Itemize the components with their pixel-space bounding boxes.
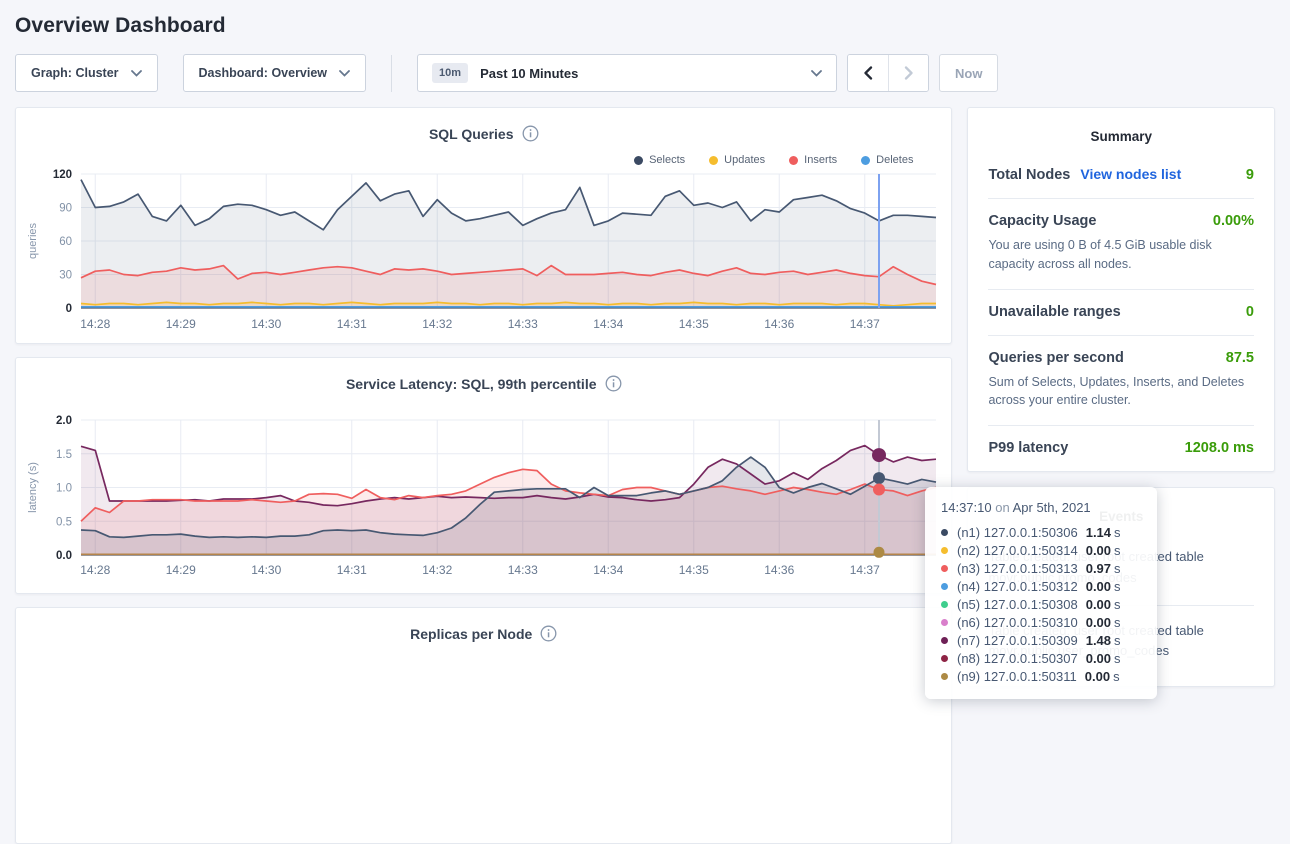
svg-text:14:28: 14:28 <box>80 317 110 331</box>
time-step-forward-button[interactable] <box>888 55 928 91</box>
tooltip-node-row: (n1) 127.0.0.1:503061.14s <box>941 523 1141 541</box>
chevron-down-icon <box>131 66 142 80</box>
summary-total-nodes-row: Total Nodes View nodes list 9 <box>988 152 1254 199</box>
qps-label: Queries per second <box>988 350 1123 366</box>
svg-text:queries: queries <box>27 222 39 259</box>
summary-unavailable-row: Unavailable ranges 0 <box>988 290 1254 336</box>
svg-text:14:37: 14:37 <box>850 317 880 331</box>
svg-text:latency (s): latency (s) <box>27 462 39 513</box>
svg-text:14:31: 14:31 <box>337 563 367 577</box>
svg-text:90: 90 <box>59 203 72 215</box>
info-icon[interactable] <box>522 125 539 142</box>
tooltip-node-row: (n4) 127.0.0.1:503120.00s <box>941 577 1141 595</box>
svg-text:14:33: 14:33 <box>508 563 538 577</box>
service-latency-chart[interactable]: 0.0 0.5 1.0 1.5 2.0 14:28 14:29 14:30 14:31 14:32… <box>16 402 961 592</box>
svg-text:1.0: 1.0 <box>56 483 72 495</box>
time-range-badge: 10m <box>432 63 468 83</box>
summary-qps-row: Queries per second 87.5 Sum of Selects, … <box>988 336 1254 427</box>
controls-divider <box>391 55 392 92</box>
chart-hover-tooltip: 14:37:10 on Apr 5th, 2021 (n1) 127.0.0.1… <box>925 487 1157 699</box>
svg-text:60: 60 <box>59 236 72 248</box>
page-title: Overview Dashboard <box>15 14 1290 38</box>
svg-text:120: 120 <box>53 169 72 181</box>
sql-queries-chart-title: SQL Queries <box>16 108 951 142</box>
service-latency-chart-title: Service Latency: SQL, 99th percentile <box>16 358 951 392</box>
tooltip-node-row: (n9) 127.0.0.1:503110.00s <box>941 667 1141 685</box>
svg-text:14:34: 14:34 <box>593 317 623 331</box>
svg-text:1.5: 1.5 <box>56 449 72 461</box>
graph-dropdown-label: Graph: Cluster <box>31 66 119 80</box>
svg-text:14:36: 14:36 <box>764 317 794 331</box>
svg-text:0.0: 0.0 <box>56 550 72 562</box>
svg-text:14:30: 14:30 <box>251 317 281 331</box>
capacity-label: Capacity Usage <box>988 213 1096 229</box>
svg-text:14:32: 14:32 <box>422 563 452 577</box>
summary-panel-title: Summary <box>968 108 1274 152</box>
tooltip-node-row: (n3) 127.0.0.1:503130.97s <box>941 559 1141 577</box>
svg-text:14:37: 14:37 <box>850 563 880 577</box>
svg-text:30: 30 <box>59 270 72 282</box>
now-button[interactable]: Now <box>939 54 998 92</box>
summary-p99-row: P99 latency 1208.0 ms <box>988 426 1254 471</box>
tooltip-node-row: (n2) 127.0.0.1:503140.00s <box>941 541 1141 559</box>
qps-value: 87.5 <box>1226 350 1254 366</box>
total-nodes-value: 9 <box>1246 167 1254 183</box>
svg-text:0.5: 0.5 <box>56 516 72 528</box>
p99-latency-label: P99 latency <box>988 440 1068 456</box>
svg-text:0: 0 <box>66 303 72 315</box>
svg-text:2.0: 2.0 <box>56 415 72 427</box>
chevron-down-icon <box>811 66 822 80</box>
svg-text:14:35: 14:35 <box>679 317 709 331</box>
summary-panel: Summary Total Nodes View nodes list 9 Ca… <box>967 107 1275 472</box>
graph-dropdown[interactable]: Graph: Cluster <box>15 54 158 92</box>
replicas-per-node-chart-card: Replicas per Node <box>15 607 952 844</box>
view-nodes-list-link[interactable]: View nodes list <box>1080 166 1181 182</box>
unavailable-ranges-value: 0 <box>1246 304 1254 320</box>
chart-title-text: Service Latency: SQL, 99th percentile <box>346 376 597 392</box>
sql-queries-chart-card: SQL Queries SelectsUpdatesInsertsDeletes… <box>15 107 952 344</box>
svg-text:14:29: 14:29 <box>166 563 196 577</box>
tooltip-node-row: (n6) 127.0.0.1:503100.00s <box>941 613 1141 631</box>
svg-text:14:33: 14:33 <box>508 317 538 331</box>
svg-text:14:28: 14:28 <box>80 563 110 577</box>
chart-title-text: SQL Queries <box>429 126 514 142</box>
controls-bar: Graph: Cluster Dashboard: Overview 10m P… <box>15 54 1275 92</box>
dashboard-dropdown[interactable]: Dashboard: Overview <box>183 54 367 92</box>
tooltip-node-row: (n8) 127.0.0.1:503070.00s <box>941 649 1141 667</box>
time-range-label: Past 10 Minutes <box>480 66 578 81</box>
time-step-back-button[interactable] <box>848 55 888 91</box>
svg-text:14:30: 14:30 <box>251 563 281 577</box>
svg-text:14:34: 14:34 <box>593 563 623 577</box>
chart-title-text: Replicas per Node <box>410 626 532 642</box>
summary-capacity-row: Capacity Usage 0.00% You are using 0 B o… <box>988 199 1254 290</box>
svg-text:14:35: 14:35 <box>679 563 709 577</box>
capacity-value: 0.00% <box>1213 213 1254 229</box>
service-latency-chart-card: Service Latency: SQL, 99th percentile 0.… <box>15 357 952 594</box>
tooltip-timestamp: 14:37:10 on Apr 5th, 2021 <box>941 500 1141 515</box>
total-nodes-label: Total Nodes <box>988 167 1070 183</box>
now-button-label: Now <box>955 66 982 81</box>
svg-text:14:36: 14:36 <box>764 563 794 577</box>
sql-queries-chart[interactable]: 0 30 60 90 120 14:28 14:29 14:30 14:31 14:32 14:33… <box>16 164 961 339</box>
time-step-group <box>847 54 929 92</box>
capacity-description: You are using 0 B of 4.5 GiB usable disk… <box>988 236 1254 274</box>
svg-text:14:32: 14:32 <box>422 317 452 331</box>
svg-text:14:29: 14:29 <box>166 317 196 331</box>
info-icon[interactable] <box>540 625 557 642</box>
info-icon[interactable] <box>605 375 622 392</box>
tooltip-node-row: (n7) 127.0.0.1:503091.48s <box>941 631 1141 649</box>
p99-latency-value: 1208.0 ms <box>1185 440 1254 456</box>
qps-description: Sum of Selects, Updates, Inserts, and De… <box>988 373 1254 411</box>
svg-text:14:31: 14:31 <box>337 317 367 331</box>
tooltip-node-row: (n5) 127.0.0.1:503080.00s <box>941 595 1141 613</box>
chevron-down-icon <box>339 66 350 80</box>
dashboard-dropdown-label: Dashboard: Overview <box>199 66 328 80</box>
unavailable-ranges-label: Unavailable ranges <box>988 304 1120 320</box>
time-range-dropdown[interactable]: 10m Past 10 Minutes <box>417 54 837 92</box>
replicas-chart-title: Replicas per Node <box>16 608 951 642</box>
